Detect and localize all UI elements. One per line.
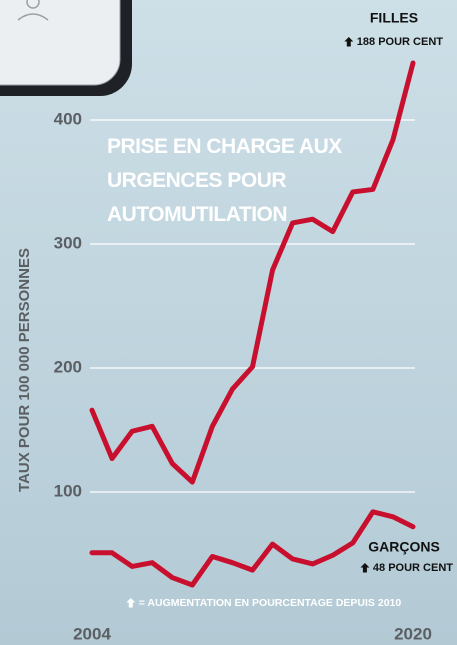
y-axis-label: TAUX POUR 100 000 PERSONNES — [16, 248, 33, 492]
y-tick-label: 300 — [54, 233, 82, 252]
series-annotation: 188 POUR CENT — [357, 36, 443, 48]
series-label: GARÇONS — [368, 539, 440, 555]
series-label: FILLES — [370, 10, 418, 26]
increase-arrow — [344, 37, 354, 47]
x-tick-label: 2004 — [73, 624, 111, 643]
series-annotation: 48 POUR CENT — [373, 562, 453, 574]
line — [89, 60, 416, 485]
line — [89, 509, 416, 588]
footnote: = AUGMENTATION EN POURCENTAGE DEPUIS 201… — [139, 597, 402, 609]
y-tick-label: 200 — [54, 357, 82, 376]
footnote-arrow — [126, 598, 136, 608]
increase-arrow — [360, 563, 370, 573]
x-tick-label: 2020 — [394, 624, 432, 643]
user-icon — [17, 0, 49, 21]
y-tick-label: 100 — [54, 481, 82, 500]
y-tick-label: 400 — [54, 109, 82, 128]
chart-title: PRISE EN CHARGE AUX URGENCES POUR AUTOMU… — [107, 135, 342, 226]
device-screen — [0, 0, 121, 86]
